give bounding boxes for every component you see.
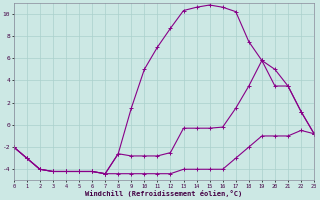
X-axis label: Windchill (Refroidissement éolien,°C): Windchill (Refroidissement éolien,°C) bbox=[85, 190, 243, 197]
